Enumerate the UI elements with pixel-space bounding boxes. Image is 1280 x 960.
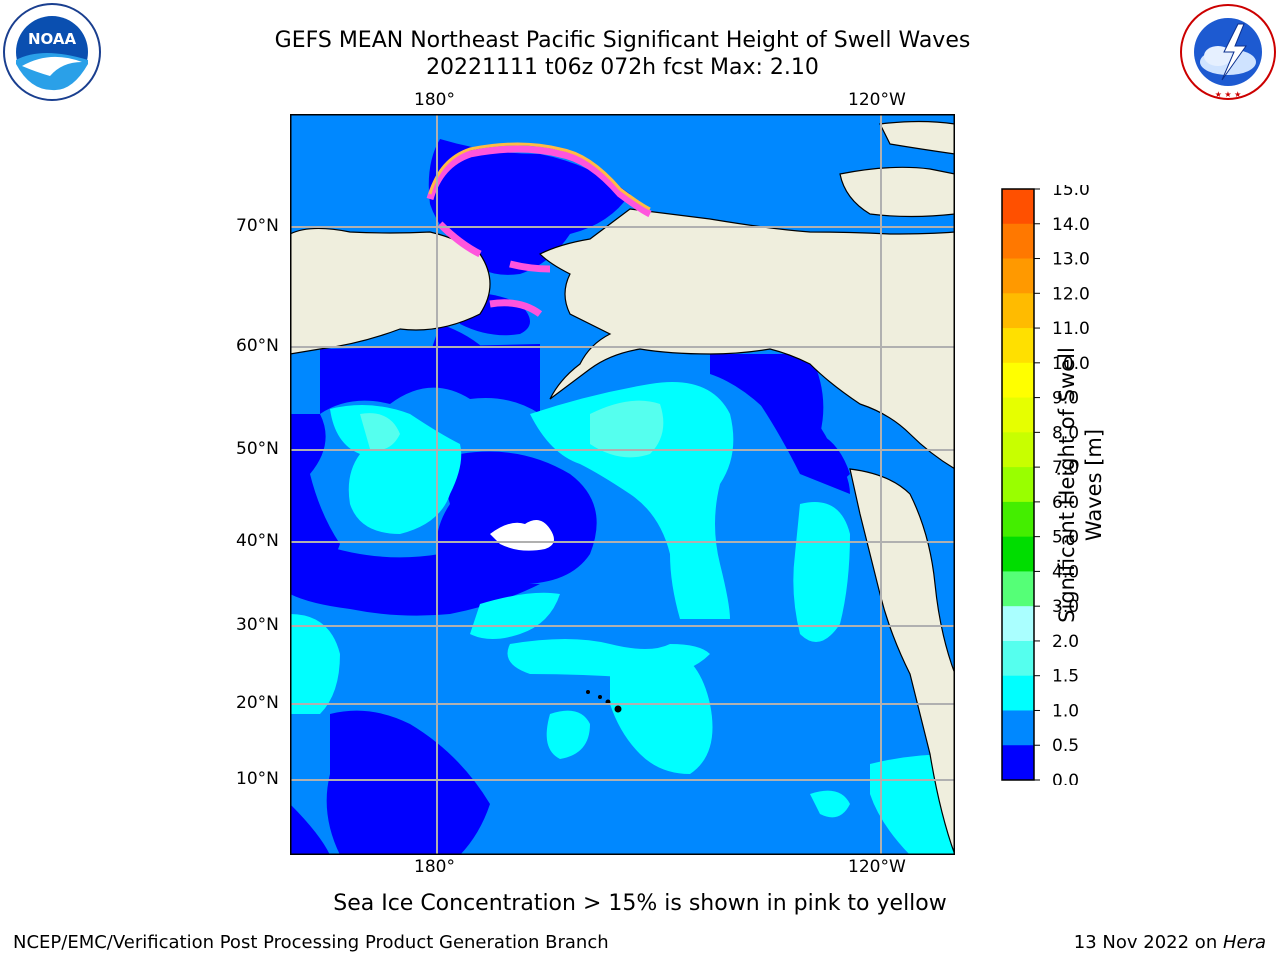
colorbar-label: Significant Height of Swell Waves [m] [1054,335,1114,635]
colorbar-cell [1002,467,1034,503]
colorbar-label-line2: Waves [m] [1082,428,1106,542]
colorbar-tick-label: 13.0 [1052,250,1090,270]
colorbar-cell [1002,710,1034,746]
colorbar-tick-label: 2.0 [1052,632,1079,652]
footer-date-text: 13 Nov 2022 on [1073,932,1223,953]
colorbar-tick-label: 1.5 [1052,667,1079,687]
colorbar-cells [1002,189,1034,781]
colorbar-tick-label: 8.0 [1052,423,1079,443]
footer-machine: Hera [1222,932,1266,953]
colorbar-cell [1002,189,1034,225]
colorbar-tick-label: 4.0 [1052,562,1079,582]
colorbar-tick-label: 15.0 [1052,185,1090,200]
footer-branch: NCEP/EMC/Verification Post Processing Pr… [13,932,609,953]
colorbar-cell [1002,432,1034,468]
colorbar-cell [1002,293,1034,329]
colorbar-cell [1002,745,1034,781]
colorbar-cell [1002,328,1034,364]
colorbar-cell [1002,536,1034,572]
colorbar-cell [1002,501,1034,538]
colorbar-cell [1002,258,1034,294]
svg-text:★ ★ ★: ★ ★ ★ [1215,90,1242,99]
lat-label-20n: 20°N [236,693,279,713]
colorbar-cell [1002,223,1034,260]
colorbar-tick-label: 0.0 [1052,771,1079,785]
noaa-wordmark: NOAA [28,30,77,48]
graticule [290,114,955,855]
colorbar-tick-label: 5.0 [1052,528,1079,548]
colorbar-tick-label: 9.0 [1052,389,1079,409]
lat-label-10n: 10°N [236,769,279,789]
lat-label-70n: 70°N [236,216,279,236]
lon-label-top-120w: 120°W [848,90,906,110]
map-title: GEFS MEAN Northeast Pacific Significant … [274,28,971,53]
colorbar-cell [1002,362,1034,399]
colorbar-ticks: 15.0 14.0 13.0 12.0 11.0 10.0 9.0 8.0 7.0 6.0 5.0 4… [1034,185,1090,785]
lat-label-40n: 40°N [236,531,279,551]
swell-height-map [290,114,955,855]
nws-logo: ★ ★ ★ [1180,4,1276,100]
colorbar-cell [1002,571,1034,607]
map-subtitle: 20221111 t06z 072h fcst Max: 2.10 [426,55,819,80]
map-frame [290,114,955,855]
mid-swell-regions [290,382,955,855]
colorbar: 15.0 14.0 13.0 12.0 11.0 10.0 9.0 8.0 7.0 6.0 5.0 4… [1001,185,1090,785]
colorbar-tick-label: 0.5 [1052,736,1079,756]
lat-label-30n: 30°N [236,615,279,635]
colorbar-tick-label: 1.0 [1052,701,1079,721]
lat-label-60n: 60°N [236,336,279,356]
lon-label-bottom-120w: 120°W [848,857,906,877]
lon-label-bottom-180: 180° [414,857,455,877]
colorbar-tick-label: 7.0 [1052,458,1079,478]
colorbar-tick-label: 12.0 [1052,284,1090,304]
land-areas [290,120,955,855]
colorbar-cell [1002,397,1034,433]
colorbar-cell [1002,675,1034,711]
higher-swell-patches [360,400,664,458]
colorbar-tick-label: 10.0 [1052,354,1090,374]
colorbar-tick-label: 11.0 [1052,319,1090,339]
colorbar-cell [1002,606,1034,642]
sea-ice-caption: Sea Ice Concentration > 15% is shown in … [333,891,947,916]
lon-label-top-180: 180° [414,90,455,110]
colorbar-tick-label: 6.0 [1052,493,1079,513]
lat-label-50n: 50°N [236,439,279,459]
noaa-logo: NOAA [3,3,101,101]
colorbar-tick-label: 3.0 [1052,597,1079,617]
footer-date: 13 Nov 2022 on Hera [1074,932,1266,953]
colorbar-cell [1002,640,1034,677]
colorbar-tick-label: 14.0 [1052,215,1090,235]
colorbar-label-line1: Significant Height of Swell [1055,347,1079,623]
colorbar-frame [1001,188,1035,781]
